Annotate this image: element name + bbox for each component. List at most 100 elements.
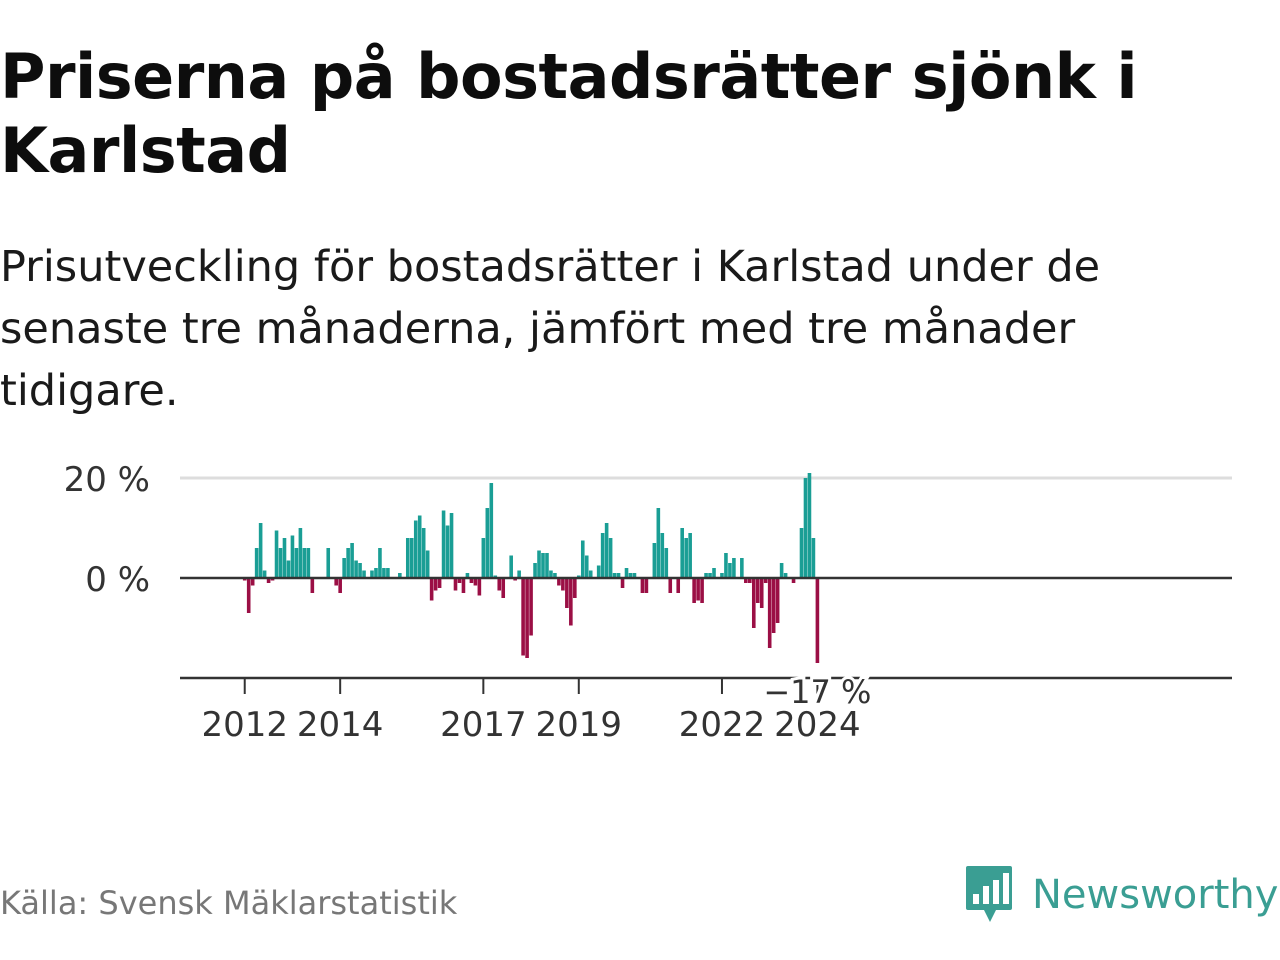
x-tick-label: 2012 bbox=[201, 705, 288, 745]
bar bbox=[545, 553, 549, 578]
newsworthy-logo: Newsworthy bbox=[964, 864, 1278, 926]
bar bbox=[708, 573, 712, 578]
bar bbox=[541, 553, 545, 578]
bar bbox=[405, 538, 410, 578]
y-tick-label: 20 % bbox=[64, 460, 150, 500]
logo-wordmark: Newsworthy bbox=[1032, 872, 1279, 918]
x-tick-label: 2022 bbox=[679, 705, 766, 745]
bar bbox=[370, 570, 374, 578]
bar bbox=[461, 578, 466, 593]
bar bbox=[763, 578, 768, 583]
bar bbox=[509, 555, 513, 578]
bar bbox=[262, 570, 267, 578]
bar bbox=[477, 578, 482, 596]
x-tick-label: 2014 bbox=[297, 705, 384, 745]
bar bbox=[767, 578, 772, 648]
bar bbox=[326, 548, 331, 578]
bar bbox=[250, 578, 255, 586]
bar-chart: 20 % 0 % 2012 2014 2017 2019 2022 2024−17 % bbox=[64, 460, 1232, 745]
bar bbox=[521, 578, 525, 656]
bar bbox=[807, 473, 812, 578]
bar bbox=[751, 578, 756, 628]
bar bbox=[282, 538, 287, 578]
bar bbox=[485, 508, 490, 578]
bar bbox=[489, 483, 494, 578]
bar bbox=[680, 528, 684, 578]
bar bbox=[358, 563, 362, 578]
bar bbox=[525, 578, 529, 658]
bar bbox=[278, 548, 283, 578]
bar bbox=[588, 570, 593, 578]
chart-bars bbox=[242, 473, 820, 663]
bar bbox=[799, 528, 804, 578]
bar bbox=[604, 523, 609, 578]
bar bbox=[660, 533, 665, 578]
bar-chart-speech-bubble-icon bbox=[966, 866, 1012, 922]
bar bbox=[775, 578, 780, 623]
bar bbox=[453, 578, 458, 591]
bar bbox=[469, 578, 474, 583]
bar bbox=[676, 578, 681, 593]
bar bbox=[457, 578, 462, 583]
bar bbox=[342, 558, 346, 578]
bar bbox=[779, 563, 784, 578]
bar bbox=[692, 578, 696, 603]
bar bbox=[803, 478, 808, 578]
bar bbox=[421, 528, 426, 578]
bar bbox=[664, 548, 669, 578]
bar bbox=[724, 553, 728, 578]
bar bbox=[640, 578, 645, 593]
bar bbox=[688, 533, 692, 578]
bar bbox=[266, 578, 271, 583]
bar bbox=[668, 578, 673, 593]
bar bbox=[473, 578, 478, 586]
bar bbox=[771, 578, 776, 633]
bar bbox=[557, 578, 561, 586]
bar bbox=[374, 568, 378, 578]
bar bbox=[608, 538, 613, 578]
bar bbox=[254, 548, 259, 578]
bar bbox=[748, 578, 752, 583]
bar bbox=[286, 560, 291, 578]
bar bbox=[732, 558, 736, 578]
bar bbox=[656, 508, 661, 578]
bar bbox=[294, 548, 299, 578]
bar bbox=[425, 550, 430, 578]
x-tick-label: 2019 bbox=[536, 705, 623, 745]
bar bbox=[417, 515, 422, 578]
bar bbox=[362, 570, 366, 578]
bar bbox=[409, 538, 414, 578]
bar bbox=[481, 538, 486, 578]
chart-title: Priserna på bostadsrätter sjönk i Karlst… bbox=[0, 40, 1138, 187]
bar bbox=[501, 578, 506, 598]
bar bbox=[584, 555, 589, 578]
bar bbox=[517, 570, 521, 578]
bar bbox=[382, 568, 386, 578]
bar bbox=[334, 578, 338, 586]
bar bbox=[600, 533, 605, 578]
bar bbox=[791, 578, 796, 583]
bar bbox=[684, 538, 688, 578]
bar bbox=[465, 573, 470, 578]
bar bbox=[573, 578, 577, 598]
bar bbox=[449, 513, 454, 578]
bar bbox=[549, 570, 553, 578]
bar bbox=[740, 558, 744, 578]
bar bbox=[616, 573, 621, 578]
bar bbox=[433, 578, 438, 591]
bar bbox=[529, 578, 533, 636]
bar bbox=[612, 573, 617, 578]
bar bbox=[815, 578, 820, 663]
bar bbox=[628, 573, 633, 578]
bar bbox=[338, 578, 342, 593]
bar bbox=[429, 578, 434, 601]
bar bbox=[310, 578, 315, 593]
bar bbox=[700, 578, 704, 603]
bar bbox=[346, 548, 350, 578]
bar bbox=[596, 565, 601, 578]
bar bbox=[561, 578, 565, 591]
bar bbox=[720, 573, 724, 578]
bar bbox=[386, 568, 390, 578]
bar bbox=[246, 578, 251, 613]
bar bbox=[437, 578, 442, 588]
